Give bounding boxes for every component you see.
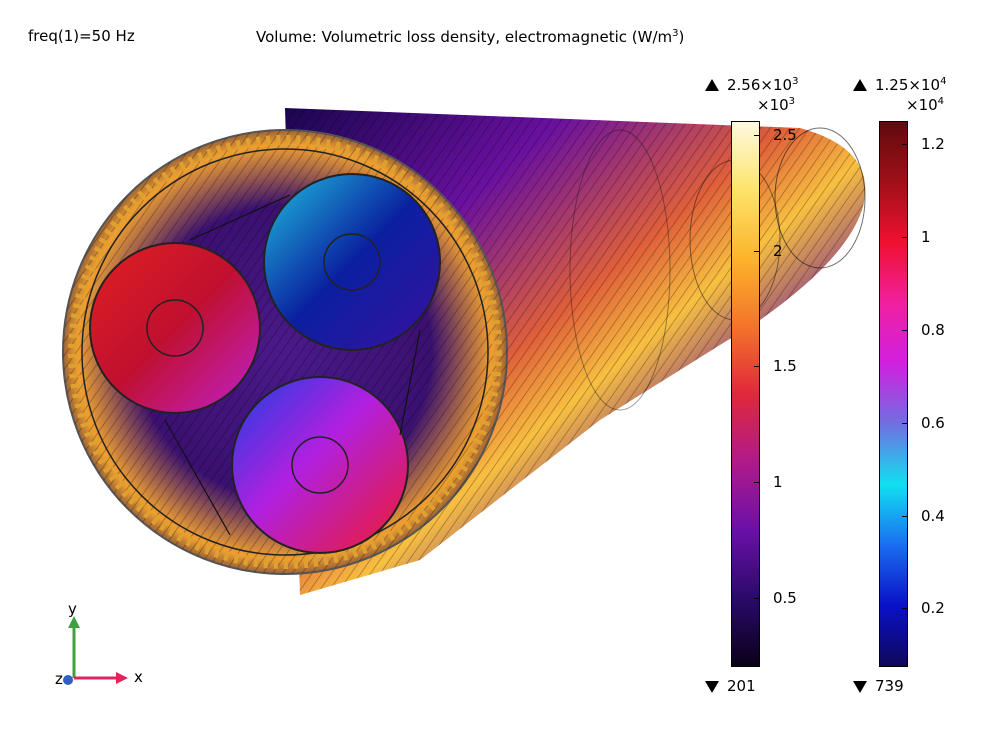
colorbar-left-tick <box>754 482 760 483</box>
x-axis-label: x <box>134 668 143 686</box>
colorbar-left-tick-label: 2.5 <box>773 126 797 144</box>
colorbar-left <box>731 121 760 667</box>
colorbar-right-tick-label: 0.4 <box>921 507 945 525</box>
armor-wires <box>68 135 502 569</box>
colorbar-right-tick <box>902 330 908 331</box>
y-axis-label: y <box>68 600 77 618</box>
cable-ring-far <box>774 127 866 269</box>
colorbar-right-tick <box>902 237 908 238</box>
conductor-3-core <box>291 436 349 494</box>
plot-title: Volume: Volumetric loss density, electro… <box>256 28 684 46</box>
colorbar-left-tick-label: 1 <box>773 473 783 491</box>
x-axis-arrowhead <box>116 672 128 684</box>
colorbar-left-tick <box>754 135 760 136</box>
colorbar-left-max-mantissa: 2.56×10 <box>727 76 793 94</box>
conductor-1-core <box>146 299 204 357</box>
colorbar-right-min-label: 739 <box>875 677 904 695</box>
colorbar-left-max-label: 2.56×103 <box>727 76 798 94</box>
conductor-1[interactable] <box>89 242 261 414</box>
colorbar-left-tick <box>754 598 760 599</box>
colorbar-right-tick-label: 1 <box>921 228 931 246</box>
colorbar-right-max-mantissa: 1.25×10 <box>875 76 941 94</box>
colorbar-right-tick <box>902 423 908 424</box>
plot-title-close: ) <box>678 28 685 46</box>
plot-title-exponent: 3 <box>672 28 679 39</box>
filler-edges <box>164 194 421 536</box>
conductor-2[interactable] <box>263 173 441 351</box>
colorbar-right-scale-prefix: ×10 <box>906 96 938 114</box>
cable-ring-near <box>569 129 671 411</box>
colorbar-right-max-arrow <box>853 79 867 91</box>
colorbar-left-max-exponent: 3 <box>792 76 799 87</box>
colorbar-left-scale-prefix: ×10 <box>757 96 789 114</box>
colorbar-left-tick-label: 0.5 <box>773 589 797 607</box>
colorbar-right-tick-label: 0.2 <box>921 599 945 617</box>
conductor-2-core <box>323 233 381 291</box>
colorbar-left-tick-label: 1.5 <box>773 357 797 375</box>
conductor-3[interactable] <box>231 376 409 554</box>
colorbar-right-max-exponent: 4 <box>940 76 947 87</box>
frequency-label: freq(1)=50 Hz <box>28 27 135 45</box>
z-axis-marker <box>63 675 73 685</box>
colorbar-right-scale-exponent: 4 <box>937 96 945 107</box>
colorbar-left-min-arrow <box>705 681 719 693</box>
axes-triad: y x z <box>55 600 143 688</box>
y-axis-arrowhead <box>68 616 80 628</box>
z-axis-label: z <box>55 670 63 688</box>
colorbar-left-scale: ×103 <box>757 96 795 114</box>
colorbar-right-scale: ×104 <box>906 96 944 114</box>
colorbar-right-tick <box>902 144 908 145</box>
colorbar-right-min-arrow <box>853 681 867 693</box>
armor-inner-edge <box>81 148 489 556</box>
colorbar-left-scale-exponent: 3 <box>788 96 796 107</box>
colorbar-left-min-label: 201 <box>727 677 756 695</box>
plot-title-text: Volume: Volumetric loss density, electro… <box>256 28 673 46</box>
colorbar-right-tick-label: 1.2 <box>921 135 945 153</box>
colorbar-right-tick-label: 0.6 <box>921 414 945 432</box>
colorbar-right-tick <box>902 608 908 609</box>
colorbar-right <box>879 121 908 667</box>
colorbar-right-max-label: 1.25×104 <box>875 76 946 94</box>
colorbar-right-tick <box>902 516 908 517</box>
colorbar-left-tick-label: 2 <box>773 242 783 260</box>
colorbar-left-max-arrow <box>705 79 719 91</box>
colorbar-right-tick-label: 0.8 <box>921 321 945 339</box>
colorbar-left-tick <box>754 251 760 252</box>
colorbar-left-tick <box>754 366 760 367</box>
